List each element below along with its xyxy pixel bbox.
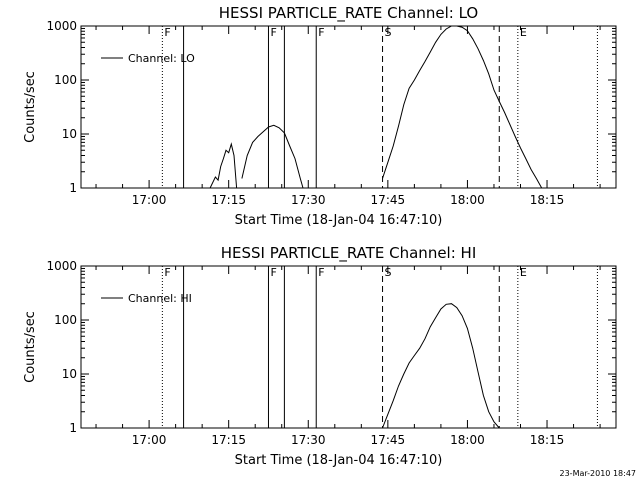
- event-marker-label: F: [318, 26, 324, 39]
- y-axis-label: Counts/sec: [23, 71, 38, 143]
- event-marker-label: S: [385, 26, 392, 39]
- y-tick-label: 1: [69, 181, 77, 195]
- x-tick-label: 17:30: [291, 193, 326, 207]
- event-marker-label: F: [270, 26, 276, 39]
- y-tick-label: 1000: [46, 19, 77, 33]
- legend-label: Channel: HI: [128, 292, 192, 305]
- chart-title: HESSI PARTICLE_RATE Channel: LO: [219, 4, 478, 23]
- event-marker-label: F: [318, 266, 324, 279]
- event-marker-label: E: [520, 26, 527, 39]
- x-axis-label: Start Time (18-Jan-04 16:47:10): [235, 453, 443, 468]
- y-tick-label: 10: [62, 367, 77, 381]
- y-tick-label: 1: [69, 421, 77, 435]
- series-line: [382, 303, 500, 429]
- series-line: [209, 142, 238, 189]
- x-tick-label: 18:00: [450, 433, 485, 447]
- x-tick-label: 18:00: [450, 193, 485, 207]
- event-marker-label: F: [164, 26, 170, 39]
- y-tick-label: 10: [62, 127, 77, 141]
- x-tick-label: 17:30: [291, 433, 326, 447]
- event-marker-label: E: [520, 266, 527, 279]
- panel-lo: HESSI PARTICLE_RATE Channel: LO 17:00 17:1…: [23, 4, 617, 228]
- x-tick-label: 17:00: [132, 193, 167, 207]
- legend-label: Channel: LO: [128, 52, 195, 65]
- event-marker-label: F: [164, 266, 170, 279]
- series-line: [382, 25, 543, 189]
- y-axis-label: Counts/sec: [23, 311, 38, 383]
- x-tick-label: 17:45: [371, 193, 406, 207]
- x-tick-label: 17:15: [211, 193, 246, 207]
- x-tick-label: 17:45: [371, 433, 406, 447]
- render-timestamp: 23-Mar-2010 18:47: [560, 469, 637, 478]
- y-tick-label: 100: [54, 73, 77, 87]
- panel-hi: HESSI PARTICLE_RATE Channel: HI 17:00 17:1…: [23, 244, 617, 468]
- series-line: [241, 124, 304, 189]
- event-marker-label: F: [270, 266, 276, 279]
- y-tick-label: 100: [54, 313, 77, 327]
- x-tick-label: 18:15: [530, 433, 565, 447]
- event-marker-label: S: [385, 266, 392, 279]
- x-axis-label: Start Time (18-Jan-04 16:47:10): [235, 213, 443, 228]
- x-tick-label: 17:00: [132, 433, 167, 447]
- x-tick-label: 17:15: [211, 433, 246, 447]
- plot-frame: [80, 25, 617, 189]
- plot-frame: [80, 265, 617, 429]
- x-tick-label: 18:15: [530, 193, 565, 207]
- y-tick-label: 1000: [46, 259, 77, 273]
- chart-title: HESSI PARTICLE_RATE Channel: HI: [221, 244, 477, 263]
